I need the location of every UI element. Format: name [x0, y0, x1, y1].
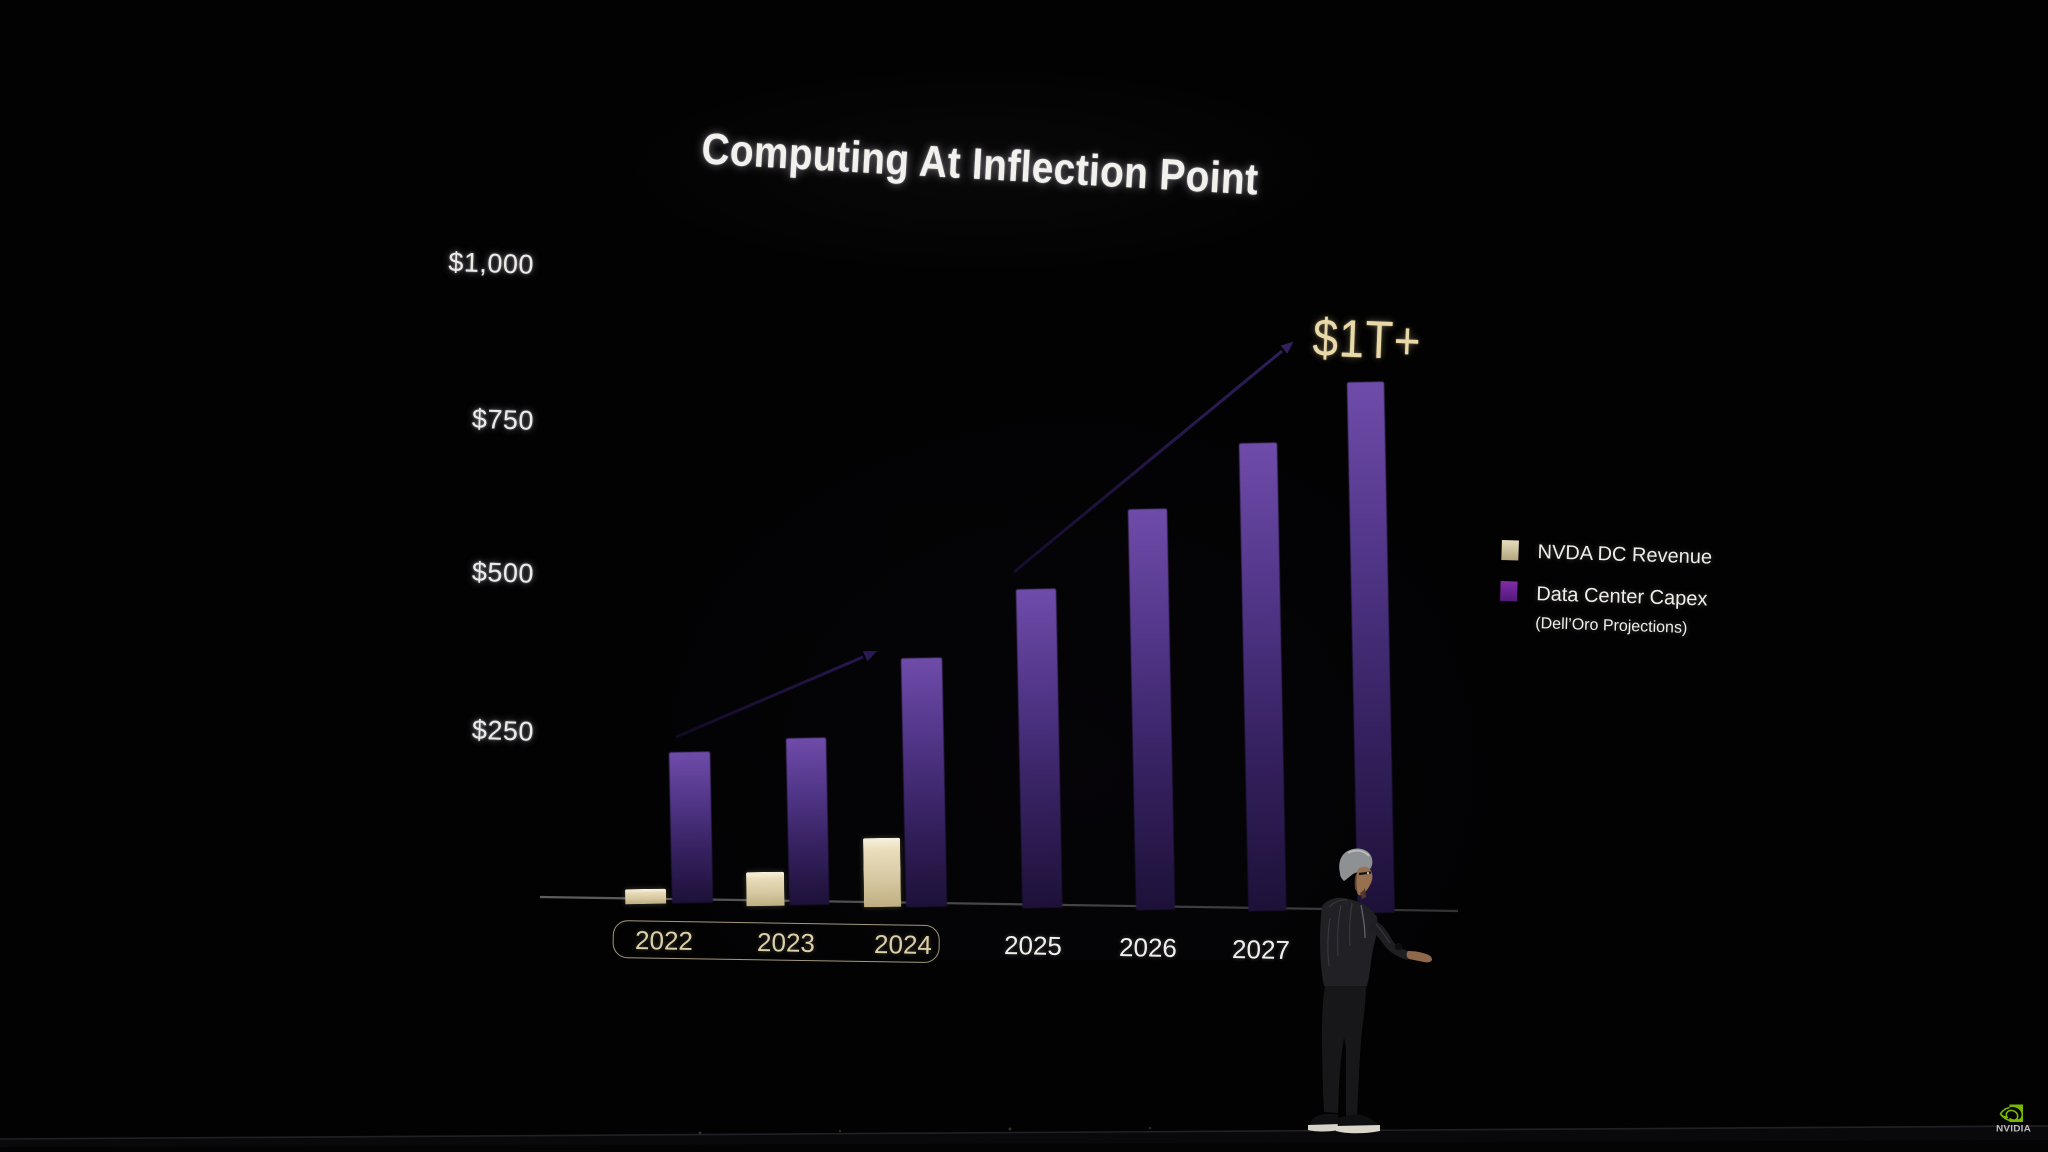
svg-text:NVIDIA: NVIDIA	[1996, 1124, 2031, 1135]
